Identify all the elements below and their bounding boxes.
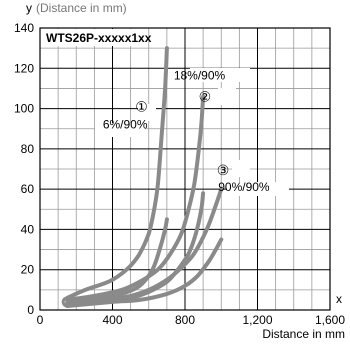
y-tick-label: 100 xyxy=(14,102,34,116)
label-bg-3-marker xyxy=(232,160,250,177)
series-1-marker: ① xyxy=(135,99,148,115)
label-bg-1-name xyxy=(95,123,145,137)
axes: WTS26P-xxxxx1xx xyxy=(39,27,331,311)
label-bg-3-name xyxy=(227,182,289,196)
y-tick-label: 20 xyxy=(21,263,35,277)
x-tick-label: 800 xyxy=(175,313,195,327)
y-tick-label: 140 xyxy=(14,21,34,35)
series-3-label: 90%/90% xyxy=(218,180,270,194)
x-tick-label: 400 xyxy=(102,313,122,327)
y-tick-label: 120 xyxy=(14,61,34,75)
curve-origin xyxy=(61,296,73,308)
series-3-marker: ③ xyxy=(217,162,230,178)
curves xyxy=(61,46,224,308)
series-2-marker: ② xyxy=(199,89,212,105)
chart-title: WTS26P-xxxxx1xx xyxy=(46,31,152,45)
series-1-label: 6%/90% xyxy=(103,118,148,132)
y-axis-label: y (Distance in mm) xyxy=(26,1,127,15)
x-axis-label: Distance in mm xyxy=(262,327,345,341)
curve-2-upper xyxy=(65,94,206,302)
x-tick-label: 0 xyxy=(37,313,44,327)
x-tick-label: 1,600 xyxy=(315,313,345,327)
curve-1-upper xyxy=(65,46,169,300)
y-tick-label: 60 xyxy=(21,182,35,196)
x-tick-label: 1,200 xyxy=(242,313,272,327)
label-bg-2-name xyxy=(190,68,250,82)
plot-frame xyxy=(39,27,331,311)
y-tick-label: 40 xyxy=(21,222,35,236)
series-2-label: 18%/90% xyxy=(174,68,226,82)
label-bg-1-marker xyxy=(138,104,156,121)
y-tick-label: 80 xyxy=(21,142,35,156)
x-axis-head: x xyxy=(336,292,342,306)
y-tick-label: 0 xyxy=(27,303,34,317)
label-bg-2-marker xyxy=(218,88,236,105)
curve-3-lower xyxy=(65,237,224,308)
title-box xyxy=(41,29,145,46)
curve-3-upper xyxy=(65,187,224,304)
